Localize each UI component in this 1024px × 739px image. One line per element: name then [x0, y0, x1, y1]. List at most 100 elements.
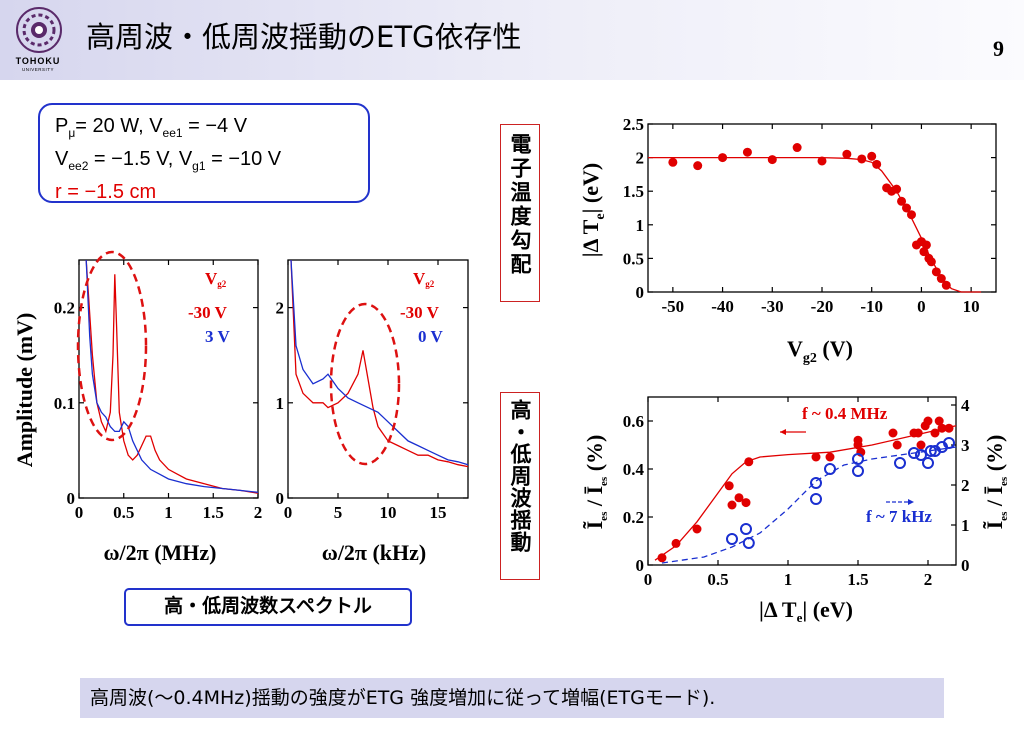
- data-point-red: [657, 553, 667, 563]
- x-tick-label: 0: [284, 503, 293, 522]
- y-tick-label: 0.2: [54, 299, 75, 318]
- data-point: [792, 143, 802, 153]
- arrow-right-head-icon: [908, 499, 914, 505]
- data-point-blue: [852, 465, 864, 477]
- fit-curve-blue: [661, 446, 957, 564]
- arrow-left-head-icon: [780, 429, 786, 435]
- highlight-ellipse: [329, 302, 401, 466]
- fit-curve-red: [654, 425, 957, 561]
- data-point-blue: [922, 457, 934, 469]
- y-tick-label: 0.1: [54, 394, 75, 413]
- y-tick-label-right: 4: [961, 396, 970, 415]
- y-tick-label: 2: [636, 149, 645, 168]
- vertical-label-text: 電子温度勾配: [508, 133, 532, 277]
- y-tick-label: 1: [276, 394, 285, 413]
- y-tick-label: 2: [276, 299, 285, 318]
- fit-curve: [648, 156, 982, 293]
- data-point-red: [916, 440, 926, 450]
- x-tick-label: 1: [784, 570, 793, 589]
- legend-entry-red: -30 V: [188, 303, 228, 322]
- y-tick-label-right: 0: [961, 556, 970, 575]
- spectrum-caption-box: 高・低周波数スペクトル: [124, 588, 412, 626]
- x-tick-label: 5: [334, 503, 343, 522]
- data-point: [857, 154, 867, 164]
- y-tick-label: 1: [636, 216, 645, 235]
- slide-title: 高周波・低周波揺動のETG依存性: [86, 20, 522, 54]
- data-point-red: [937, 423, 947, 433]
- data-point-blue: [943, 437, 955, 449]
- data-point-red: [856, 447, 866, 457]
- x-tick-label: -40: [711, 297, 734, 316]
- x-axis-label: |Δ Te| (eV): [759, 597, 853, 625]
- data-point-red: [734, 493, 744, 503]
- data-point: [921, 240, 931, 250]
- data-point-blue: [742, 537, 755, 549]
- x-axis-label: ω/2π (MHz): [103, 540, 216, 565]
- y-axis-label-left: Ĩes / Īes (%): [582, 435, 610, 530]
- data-point: [742, 147, 752, 157]
- param-line-3: r = −1.5 cm: [55, 181, 157, 203]
- series-line-blue: [290, 259, 469, 466]
- data-point-red: [825, 452, 835, 462]
- x-axis-label: ω/2π (kHz): [322, 540, 427, 565]
- y-tick-label: 0.4: [623, 460, 645, 479]
- x-tick-label: 15: [430, 503, 447, 522]
- vertical-label-fluctuation: 高・低周波揺動: [500, 392, 540, 580]
- data-point: [897, 196, 907, 206]
- x-tick-label: -50: [662, 297, 685, 316]
- data-point: [941, 280, 951, 290]
- param-line-1: Pμ= 20 W, Vee1 = −4 V: [55, 115, 248, 140]
- series-line-red: [85, 259, 259, 494]
- data-point-red: [930, 428, 940, 438]
- data-point: [842, 149, 852, 159]
- data-point-red: [811, 452, 821, 462]
- data-point-red: [727, 500, 737, 510]
- plot-frame: [647, 396, 957, 566]
- footer-summary: 高周波(〜0.4MHz)揺動の強度がETG 強度増加に従って増幅(ETGモード)…: [80, 678, 944, 718]
- y-tick-label-right: 3: [961, 436, 970, 455]
- series-label-red: f ~ 0.4 MHz: [802, 404, 888, 423]
- series-line-red: [290, 259, 469, 468]
- x-tick-label: 1.5: [847, 570, 868, 589]
- x-tick-label: -20: [811, 297, 834, 316]
- x-tick-label: 1.5: [203, 503, 224, 522]
- data-point-blue: [929, 445, 941, 457]
- data-point: [931, 267, 941, 277]
- y-tick-label: 1.5: [623, 182, 644, 201]
- page-number: 9: [993, 36, 1004, 61]
- param-line-2: Vee2 = −1.5 V, Vg1 = −10 V: [55, 148, 282, 173]
- vertical-label-temp-gradient: 電子温度勾配: [500, 124, 540, 302]
- data-point: [693, 161, 703, 171]
- data-point-blue: [810, 477, 822, 489]
- logo-subtext: UNIVERSITY: [21, 67, 54, 72]
- legend-title: Vg2: [413, 269, 435, 289]
- plot-frame: [287, 259, 469, 499]
- data-point: [817, 156, 827, 166]
- data-point-red: [892, 440, 902, 450]
- data-point-red: [724, 481, 734, 491]
- legend-entry-blue: 0 V: [418, 327, 443, 346]
- data-point: [867, 151, 877, 161]
- data-point-red: [944, 423, 954, 433]
- data-point-red: [920, 421, 930, 431]
- data-point: [926, 257, 936, 267]
- y-tick-label-right: 2: [961, 476, 970, 495]
- data-point: [924, 253, 934, 263]
- data-point-red: [909, 428, 919, 438]
- parameter-box: Pμ= 20 W, Vee1 = −4 V Vee2 = −1.5 V, Vg1…: [38, 103, 370, 203]
- data-point-red: [934, 416, 944, 426]
- data-point-red: [671, 538, 681, 548]
- plot-frame: [647, 123, 997, 293]
- legend-title: Vg2: [205, 269, 227, 289]
- data-point-red: [923, 416, 933, 426]
- data-point-blue: [915, 449, 927, 461]
- data-point: [872, 159, 882, 169]
- data-point-red: [744, 457, 754, 467]
- x-tick-label: 10: [963, 297, 980, 316]
- logo-text: TOHOKU: [15, 56, 61, 66]
- legend-entry-red: -30 V: [400, 303, 440, 322]
- y-tick-label: 0.2: [623, 508, 644, 527]
- y-tick-label: 0: [276, 489, 285, 508]
- y-tick-label: 0.6: [623, 412, 644, 431]
- data-point-blue: [726, 533, 738, 545]
